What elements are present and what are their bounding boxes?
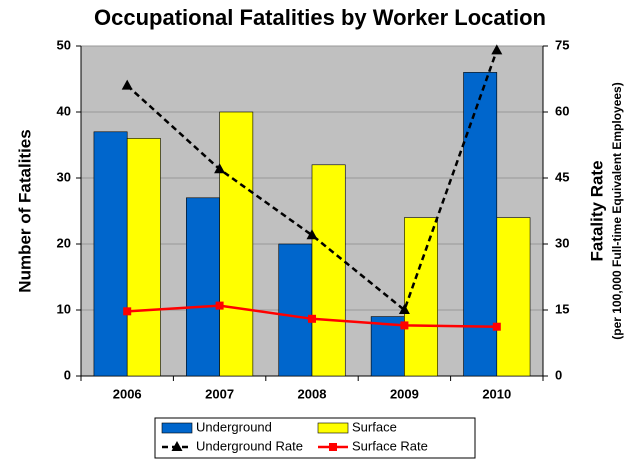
y2-tick-label: 75 xyxy=(555,37,569,52)
line-marker xyxy=(214,163,226,174)
legend-label: Surface xyxy=(352,419,397,434)
line-marker xyxy=(491,44,503,55)
bar xyxy=(186,197,220,377)
legend-label: Surface Rate xyxy=(352,438,428,453)
bar xyxy=(219,111,254,377)
bar xyxy=(126,138,161,377)
bar xyxy=(93,131,128,377)
y-tick-label: 20 xyxy=(57,235,71,250)
bar xyxy=(278,243,313,377)
y2-tick-label: 45 xyxy=(555,169,569,184)
y-tick-label: 50 xyxy=(57,37,71,52)
legend-swatch xyxy=(317,422,349,434)
line xyxy=(126,49,498,313)
x-tick-label: 2006 xyxy=(113,386,142,401)
x-tick-label: 2007 xyxy=(205,386,234,401)
y-tick-label: 30 xyxy=(57,169,71,184)
y-axis-label: Number of Fatalities xyxy=(15,129,34,292)
chart-title: Occupational Fatalities by Worker Locati… xyxy=(94,5,546,30)
y2-tick-label: 15 xyxy=(555,301,569,316)
bar xyxy=(463,72,498,377)
line-marker xyxy=(123,307,132,316)
line-marker xyxy=(121,79,133,90)
line-marker xyxy=(400,321,409,330)
y2-axis-note: (per 100,000 Full-time Equivalent Employ… xyxy=(610,82,624,339)
bar xyxy=(370,316,405,377)
bar xyxy=(311,164,346,377)
y-tick-label: 10 xyxy=(57,301,71,316)
y2-tick-label: 60 xyxy=(555,103,569,118)
legend-label: Underground xyxy=(196,419,272,434)
y2-tick-label: 0 xyxy=(555,367,562,382)
legend-label: Underground Rate xyxy=(196,438,303,453)
line-marker xyxy=(306,229,318,240)
legend-box xyxy=(154,417,476,459)
legend-swatch xyxy=(161,422,193,434)
x-tick-label: 2010 xyxy=(482,386,511,401)
y-tick-label: 0 xyxy=(64,367,71,382)
line-marker xyxy=(398,304,410,314)
line-marker xyxy=(215,301,224,310)
legend-marker xyxy=(329,443,337,451)
legend-marker xyxy=(171,441,183,451)
x-tick-label: 2009 xyxy=(390,386,419,401)
y2-tick-label: 30 xyxy=(555,235,569,250)
y-tick-label: 40 xyxy=(57,103,71,118)
bar xyxy=(496,217,531,377)
x-tick-label: 2008 xyxy=(298,386,327,401)
line-marker xyxy=(308,314,316,323)
y2-axis-label: Fatality Rate xyxy=(587,160,606,261)
line-marker xyxy=(492,322,501,331)
